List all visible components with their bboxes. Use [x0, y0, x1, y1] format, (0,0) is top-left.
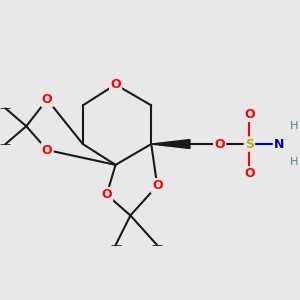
Text: O: O: [214, 138, 225, 151]
Polygon shape: [151, 140, 190, 148]
Text: O: O: [42, 93, 52, 106]
Text: N: N: [274, 138, 284, 151]
Text: O: O: [244, 167, 255, 180]
Text: O: O: [101, 188, 112, 201]
Text: O: O: [152, 179, 163, 192]
Text: —: —: [152, 240, 163, 250]
Text: H: H: [290, 121, 298, 131]
Text: S: S: [245, 138, 254, 151]
Text: H: H: [290, 157, 298, 167]
Text: —: —: [0, 139, 11, 149]
Text: O: O: [42, 143, 52, 157]
Text: —: —: [0, 103, 11, 113]
Text: O: O: [244, 108, 255, 121]
Text: O: O: [110, 78, 121, 91]
Text: —: —: [110, 240, 121, 250]
